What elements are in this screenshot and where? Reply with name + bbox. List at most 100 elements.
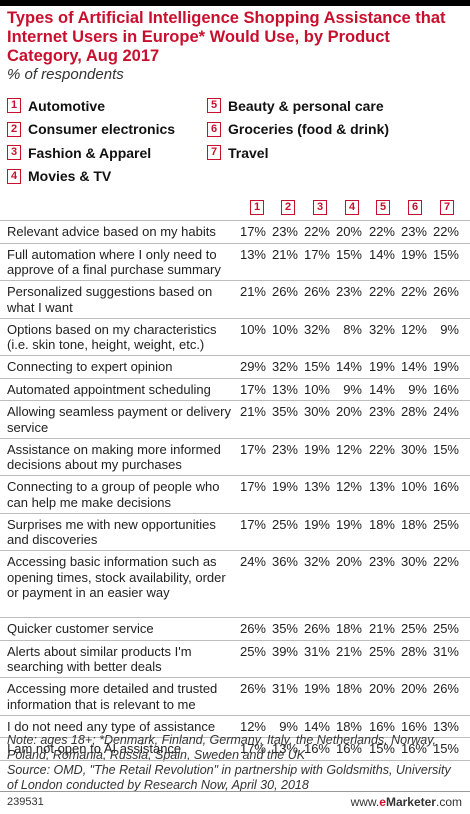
- legend-item: 6 Groceries (food & drink): [207, 118, 389, 142]
- row-label: Personalized suggestions based on what I…: [7, 284, 213, 315]
- value-cell: 19%: [432, 359, 459, 374]
- value-cell: 26%: [432, 284, 459, 299]
- value-cell: 25%: [400, 621, 427, 636]
- value-cell: 13%: [432, 718, 459, 734]
- value-cell: 19%: [303, 516, 330, 532]
- value-cell: 17%: [239, 479, 266, 494]
- value-cell: 14%: [368, 381, 395, 397]
- value-cell: 18%: [400, 516, 427, 532]
- value-cell: 10%: [239, 321, 266, 337]
- legend-number-badge: 3: [7, 145, 21, 161]
- table-row: Accessing basic information such as open…: [0, 550, 470, 617]
- legend-item: 2 Consumer electronics: [7, 118, 175, 142]
- value-cell: 15%: [303, 359, 330, 374]
- value-cell: 15%: [432, 246, 459, 262]
- value-cell: 23%: [400, 224, 427, 239]
- value-cell: 32%: [368, 321, 395, 337]
- value-cell: 17%: [239, 224, 266, 239]
- column-header-badge: 2: [281, 200, 295, 215]
- legend-number-badge: 1: [7, 98, 21, 114]
- chart-title: Types of Artificial Intelligence Shoppin…: [7, 9, 446, 65]
- data-table: Relevant advice based on my habits 17% 23%…: [0, 220, 470, 760]
- value-cell: 29%: [239, 359, 266, 374]
- value-cell: 32%: [303, 321, 330, 337]
- row-label: Full automation where I only need to app…: [7, 246, 221, 278]
- value-cell: 31%: [432, 643, 459, 659]
- table-row: Connecting to expert opinion 29% 32% 15% 14%…: [0, 355, 470, 378]
- legend-item: 7 Travel: [207, 141, 389, 165]
- chart-id: 239531: [7, 796, 44, 808]
- value-cell: 21%: [239, 284, 266, 299]
- row-label: Automated appointment scheduling: [7, 381, 211, 397]
- legend-label: Travel: [228, 144, 269, 161]
- value-cell: 9%: [440, 321, 459, 337]
- value-cell: 21%: [239, 404, 266, 419]
- row-label: Surprises me with new opportunities and …: [7, 516, 216, 548]
- value-cell: 18%: [335, 681, 362, 696]
- value-cell: 35%: [271, 621, 298, 636]
- value-cell: 15%: [432, 441, 459, 457]
- table-bottom-rule: [0, 759, 470, 761]
- row-label: Accessing more detailed and trusted info…: [7, 681, 218, 712]
- value-cell: 13%: [271, 741, 298, 756]
- value-cell: 22%: [368, 224, 395, 239]
- value-cell: 26%: [303, 621, 330, 636]
- legend-label: Movies & TV: [28, 168, 112, 185]
- value-cell: 23%: [271, 441, 298, 457]
- table-row: Allowing seamless payment or delivery se…: [0, 400, 470, 438]
- legend-item: 1 Automotive: [7, 94, 175, 118]
- value-cell: 13%: [239, 246, 266, 262]
- value-cell: 21%: [368, 621, 395, 636]
- value-cell: 23%: [368, 404, 395, 419]
- value-cell: 17%: [239, 741, 266, 756]
- value-cell: 20%: [368, 681, 395, 696]
- value-cell: 16%: [432, 381, 459, 397]
- value-cell: 32%: [303, 554, 330, 569]
- footer-divider: [0, 791, 470, 792]
- value-cell: 16%: [303, 741, 330, 756]
- value-cell: 26%: [271, 284, 298, 299]
- row-label: Assistance on making more informed decis…: [7, 441, 221, 473]
- value-cell: 25%: [432, 516, 459, 532]
- value-cell: 10%: [400, 479, 427, 494]
- legend-number-badge: 7: [207, 145, 221, 161]
- value-cell: 32%: [271, 359, 298, 374]
- value-cell: 31%: [271, 681, 298, 696]
- value-cell: 17%: [239, 516, 266, 532]
- value-cell: 22%: [303, 224, 330, 239]
- row-label: I do not need any type of assistance: [7, 718, 216, 734]
- value-cell: 10%: [303, 381, 330, 397]
- value-cell: 21%: [335, 643, 362, 659]
- legend-label: Automotive: [28, 97, 105, 114]
- value-cell: 16%: [335, 741, 362, 756]
- table-row: Connecting to a group of people who can …: [0, 475, 470, 513]
- value-cell: 13%: [271, 381, 298, 397]
- value-cell: 24%: [432, 404, 459, 419]
- value-cell: 20%: [335, 404, 362, 419]
- table-row: I am not open to AI assistance 17% 13% 16% 1…: [0, 737, 470, 760]
- value-cell: 31%: [303, 643, 330, 659]
- value-cell: 22%: [400, 284, 427, 299]
- table-row: Full automation where I only need to app…: [0, 242, 470, 281]
- row-label: I am not open to AI assistance: [7, 741, 182, 756]
- value-cell: 25%: [271, 516, 298, 532]
- value-cell: 20%: [335, 224, 362, 239]
- legend-label: Beauty & personal care: [228, 97, 384, 114]
- table-row: Automated appointment scheduling 17% 13% 10…: [0, 377, 470, 401]
- value-cell: 19%: [303, 681, 330, 696]
- value-cell: 19%: [368, 359, 395, 374]
- value-cell: 26%: [432, 681, 459, 696]
- value-cell: 39%: [271, 643, 298, 659]
- brand-e: e: [379, 795, 386, 809]
- value-cell: 19%: [271, 479, 298, 494]
- value-cell: 25%: [368, 643, 395, 659]
- legend-number-badge: 5: [207, 98, 221, 114]
- column-header-badge: 1: [250, 200, 264, 215]
- value-cell: 12%: [335, 479, 362, 494]
- value-cell: 17%: [239, 381, 266, 397]
- value-cell: 14%: [303, 718, 330, 734]
- value-cell: 23%: [335, 284, 362, 299]
- value-cell: 10%: [271, 321, 298, 337]
- value-cell: 17%: [303, 246, 330, 262]
- value-cell: 30%: [303, 404, 330, 419]
